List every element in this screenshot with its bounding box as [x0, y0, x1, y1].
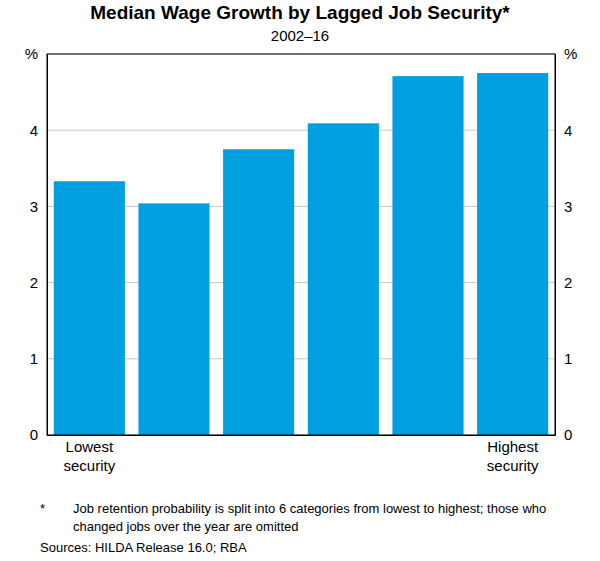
tick-label: %: [564, 45, 577, 62]
tick-label: %: [25, 45, 38, 62]
axis-line: [48, 435, 556, 436]
tick-label: Highestsecurity: [487, 438, 539, 475]
bar: [392, 76, 463, 435]
tick-label: 3: [564, 198, 572, 215]
tick: 2: [30, 274, 47, 291]
y-axis-right: 0 1 2 3 4%: [555, 45, 577, 443]
tick: 3: [30, 198, 47, 215]
plot: 0 1 2 3 4% 0 1 2 3 4% Lowestsecurity Highestsecurit…: [25, 45, 578, 474]
tick: 2: [555, 274, 572, 291]
tick-label: 4: [30, 122, 38, 139]
tick: %: [25, 45, 47, 62]
tick: 1: [30, 350, 47, 367]
tick-label: 3: [30, 198, 38, 215]
x-axis: Lowestsecurity Highestsecurity: [48, 435, 556, 474]
axis-line: [47, 55, 48, 436]
tick: 4: [30, 122, 47, 139]
tick: 4: [555, 122, 572, 139]
sources: Sources: HILDA Release 16.0; RBA: [40, 540, 247, 555]
tick-label: 0: [30, 426, 38, 443]
tick: 0: [30, 426, 47, 443]
tick-label: 1: [564, 350, 572, 367]
title: Median Wage Growth by Lagged Job Securit…: [90, 2, 510, 23]
tick-label: 1: [30, 350, 38, 367]
tick-label: 4: [564, 122, 572, 139]
tick: %: [555, 45, 577, 62]
tick: 3: [555, 198, 572, 215]
grid: [47, 54, 555, 435]
y-axis-left: 0 1 2 3 4%: [25, 45, 48, 443]
tick: 1: [555, 350, 572, 367]
bar: [223, 149, 294, 435]
axis-line: [555, 55, 556, 436]
tick-label: Lowestsecurity: [63, 438, 115, 475]
tick-label: 2: [30, 274, 38, 291]
footnote: Job retention probability is split into …: [73, 501, 546, 534]
subtitle: 2002–16: [271, 27, 329, 44]
bars: [54, 73, 548, 435]
tick: Lowestsecurity: [63, 435, 115, 474]
bar: [54, 181, 125, 435]
plot-frame: [47, 54, 555, 435]
bar: [308, 123, 379, 435]
tick-label: 0: [564, 426, 572, 443]
tick: Highestsecurity: [487, 435, 539, 474]
footnote-marker: *: [40, 501, 45, 516]
tick-label: 2: [564, 274, 572, 291]
bar: [477, 73, 548, 435]
tick: 0: [555, 426, 572, 443]
bar: [138, 203, 209, 435]
chart: Median Wage Growth by Lagged Job Securit…: [0, 0, 600, 561]
